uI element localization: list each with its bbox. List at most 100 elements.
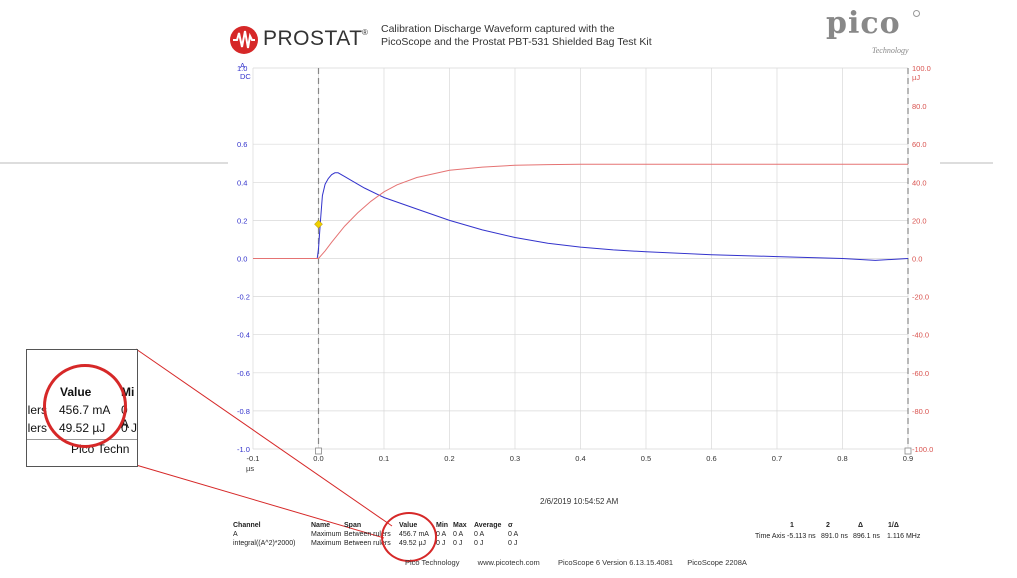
- left-tick-label: -0.2: [237, 293, 250, 302]
- zoom-row2-right: 0 J: [121, 421, 138, 435]
- left-tick-label: -0.8: [237, 407, 250, 416]
- left-tick-label: 0.6: [237, 140, 247, 149]
- cell-max: 0 J: [453, 540, 463, 547]
- x-tick-label: 0.3: [510, 454, 520, 463]
- right-tick-label: 60.0: [912, 140, 927, 149]
- left-tick-label: -0.6: [237, 369, 250, 378]
- prostat-logo: PROSTAT ®: [228, 22, 378, 56]
- col-header-min: Min: [436, 522, 449, 529]
- cell-average: 0 J: [474, 540, 484, 547]
- right-axis-unit: µJ: [912, 73, 921, 82]
- time-value-delta: 896.1 ns: [853, 533, 880, 540]
- time-col-inverse-delta: 1/Δ: [888, 522, 899, 529]
- x-tick-label: 0.7: [772, 454, 782, 463]
- right-tick-label: 20.0: [912, 216, 927, 225]
- left-tick-label: 1.0: [237, 64, 247, 73]
- prostat-logo-text: PROSTAT: [263, 27, 363, 50]
- cell-min: 0 A: [436, 531, 447, 538]
- right-tick-label: -20.0: [912, 293, 929, 302]
- zoom-row1-left: ulers: [27, 403, 48, 417]
- left-axis-units: A DC: [240, 60, 251, 82]
- trademark-circle-icon: [913, 10, 920, 17]
- pico-technology-logo: pico Technology: [822, 6, 932, 58]
- left-tick-label: 0.4: [237, 178, 247, 187]
- registered-mark: ®: [362, 28, 368, 37]
- x-axis-unit: µs: [246, 464, 255, 473]
- time-value-2: 891.0 ns: [821, 533, 848, 540]
- cell-channel: integral((A^2)*2000): [233, 540, 296, 547]
- x-tick-label: 0.5: [641, 454, 651, 463]
- value-highlight-circle: [381, 512, 437, 562]
- right-tick-label: 80.0: [912, 102, 927, 111]
- caption-line-1: Calibration Discharge Waveform captured …: [381, 23, 615, 35]
- callout-line-bottom: [135, 464, 385, 539]
- left-tick-label: -1.0: [237, 445, 250, 454]
- header-caption: Calibration Discharge Waveform captured …: [381, 23, 652, 49]
- right-tick-label: 0.0: [912, 255, 922, 264]
- col-header-channel: Channel: [233, 522, 261, 529]
- right-tick-label: -40.0: [912, 331, 929, 340]
- zoom-callout-lines: [135, 348, 393, 539]
- zoom-inset: Value Mi ulers 456.7 mA 0 A ulers 49.52 …: [26, 349, 138, 467]
- x-tick-label: 0.6: [706, 454, 716, 463]
- col-header-sigma: σ: [508, 522, 513, 529]
- x-tick-label: 0.2: [444, 454, 454, 463]
- cell-max: 0 A: [453, 531, 464, 538]
- chart-series: [253, 163, 909, 261]
- time-col-delta: Δ: [858, 522, 864, 529]
- cell-sigma: 0 A: [508, 531, 519, 538]
- cell-sigma: 0 J: [508, 540, 518, 547]
- pico-logo-text: pico: [826, 6, 901, 41]
- footer-version: PicoScope 6 Version 6.13.15.4081: [557, 558, 674, 567]
- ruler-handle[interactable]: [904, 447, 912, 455]
- right-tick-label: 100.0: [912, 64, 931, 73]
- x-tick-label: 0.1: [379, 454, 389, 463]
- x-tick-label: -0.1: [247, 454, 260, 463]
- x-tick-label: 0.4: [575, 454, 585, 463]
- left-tick-label: 0.2: [237, 216, 247, 225]
- cell-average: 0 A: [474, 531, 485, 538]
- ruler-handle[interactable]: [315, 447, 322, 455]
- zoom-highlight-circle: [43, 364, 127, 448]
- time-value-inverse-delta: 1.116 MHz: [887, 533, 921, 540]
- trigger-marker[interactable]: [314, 219, 323, 229]
- current-series-line: [253, 172, 909, 261]
- footer-company: Pico Technology: [405, 558, 460, 567]
- cell-span: Between rulers: [344, 531, 391, 538]
- footer-url: www.picotech.com: [477, 558, 540, 567]
- cell-channel: A: [233, 531, 238, 538]
- report-footer: Pico Technology www.picotech.com PicoSco…: [405, 558, 747, 567]
- x-tick-label: 0.0: [313, 454, 323, 463]
- cell-min: 0 J: [436, 540, 446, 547]
- cell-span: Between rulers: [344, 540, 391, 547]
- chart-grid: [0, 67, 993, 450]
- x-tick-label: 0.9: [903, 454, 913, 463]
- cell-name: Maximum: [311, 531, 342, 538]
- capture-timestamp: 2/6/2019 10:54:52 AM: [540, 497, 619, 506]
- col-header-name: Name: [311, 522, 331, 529]
- time-axis-label: Time Axis: [755, 533, 786, 540]
- col-header-span: Span: [344, 522, 362, 529]
- right-tick-label: -60.0: [912, 369, 929, 378]
- caption-line-2: PicoScope and the Prostat PBT-531 Shield…: [381, 36, 652, 48]
- footer-device: PicoScope 2208A: [687, 558, 747, 567]
- prostat-wave-icon: [230, 26, 258, 54]
- time-col-2: 2: [826, 522, 830, 529]
- left-tick-label: 0.0: [237, 255, 247, 264]
- time-rulers: [315, 68, 912, 455]
- pico-logo-subtext: Technology: [872, 46, 909, 55]
- callout-line-top: [135, 348, 393, 527]
- left-axis-unit-dc: DC: [240, 72, 251, 81]
- col-header-average: Average: [474, 522, 502, 529]
- zoom-row2-left: ulers: [27, 421, 48, 435]
- right-tick-label: -100.0: [912, 445, 933, 454]
- time-col-1: 1: [790, 522, 794, 529]
- time-value-1: -5.113 ns: [787, 533, 816, 540]
- col-header-max: Max: [453, 522, 467, 529]
- right-tick-label: 40.0: [912, 178, 927, 187]
- left-tick-label: -0.4: [237, 331, 250, 340]
- left-axis-unit-a: A: [240, 61, 246, 70]
- energy-series-line: [253, 163, 908, 259]
- right-tick-label: -80.0: [912, 407, 929, 416]
